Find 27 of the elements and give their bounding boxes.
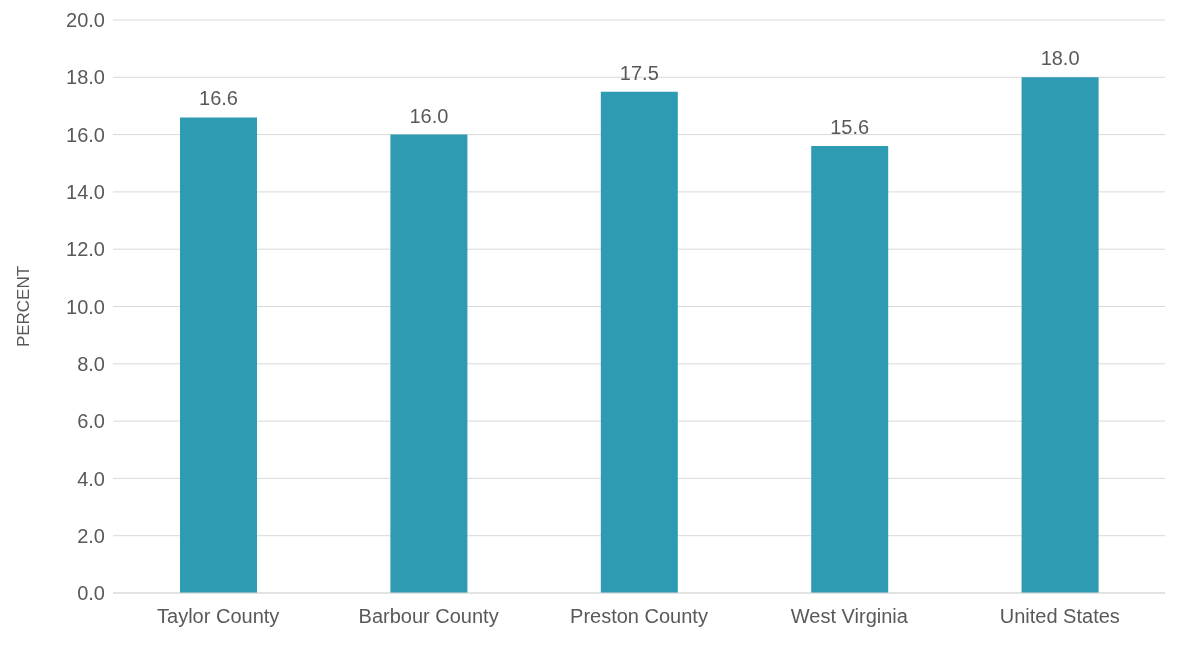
y-tick-label: 12.0 — [66, 238, 105, 261]
bar — [600, 91, 678, 593]
y-tick-label: 2.0 — [77, 524, 105, 547]
x-tick-label: West Virginia — [790, 605, 909, 628]
data-label: 17.5 — [619, 61, 659, 84]
bar — [390, 134, 468, 593]
y-tick-label: 18.0 — [66, 66, 105, 89]
y-tick-label: 14.0 — [66, 181, 105, 203]
x-tick-label: Taylor County — [157, 605, 280, 628]
y-tick-label: 20.0 — [66, 9, 105, 32]
x-tick-label: Preston County — [570, 605, 708, 628]
data-label: 15.6 — [830, 116, 870, 139]
bar — [180, 117, 257, 593]
y-tick-label: 4.0 — [77, 467, 105, 490]
data-label: 18.0 — [1040, 47, 1080, 70]
y-tick-label: 10.0 — [66, 295, 105, 318]
y-axis-title: PERCENT — [14, 265, 34, 348]
x-tick-label: Barbour County — [358, 605, 499, 628]
data-label: 16.6 — [199, 87, 238, 110]
y-tick-label: 0.0 — [77, 582, 105, 605]
x-tick-label: United States — [999, 605, 1120, 628]
y-tick-label: 16.0 — [66, 123, 105, 146]
bar — [811, 146, 889, 593]
bar — [1021, 77, 1099, 593]
y-tick-label: 8.0 — [77, 352, 105, 375]
data-label: 16.0 — [409, 104, 449, 127]
y-tick-label: 6.0 — [77, 410, 105, 433]
